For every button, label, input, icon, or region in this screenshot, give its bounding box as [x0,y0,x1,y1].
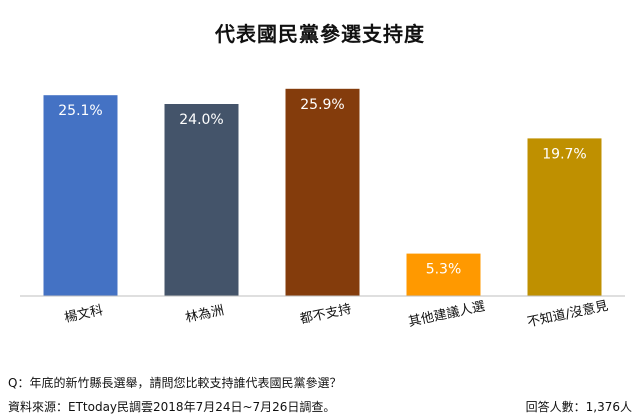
category-label-1: 楊文科 [63,302,104,326]
bar-2 [164,104,239,296]
bar-4 [406,253,481,296]
data-label-5: 19.7% [542,146,586,162]
bar-3 [285,88,360,296]
category-label-4: 其他建議人選 [407,299,486,330]
data-label-3: 25.9% [300,97,344,113]
chart-title: 代表國民黨參選支持度 [215,22,425,46]
bar-5 [527,138,602,296]
survey-question: Q：年底的新竹縣長選舉，請問您比較支持誰代表國民黨參選？ [8,376,342,390]
bar-1 [43,95,118,296]
data-source: 資料來源：ETtoday民調雲2018年7月24日~7月26日調查。 [8,400,336,414]
bar-chart: 25.1% 楊文科 24.0% 林為洲 25.9% 都不支持 5.3% 其他建議人選 19.7%… [20,88,625,331]
respondent-count: 回答人數：1,376人 [525,400,632,414]
category-label-5: 不知道/沒意見 [526,298,610,331]
data-label-2: 24.0% [179,112,223,128]
data-label-1: 25.1% [58,103,102,119]
category-label-2: 林為洲 [184,302,225,326]
category-label-3: 都不支持 [299,302,353,327]
data-label-4: 5.3% [426,262,462,278]
